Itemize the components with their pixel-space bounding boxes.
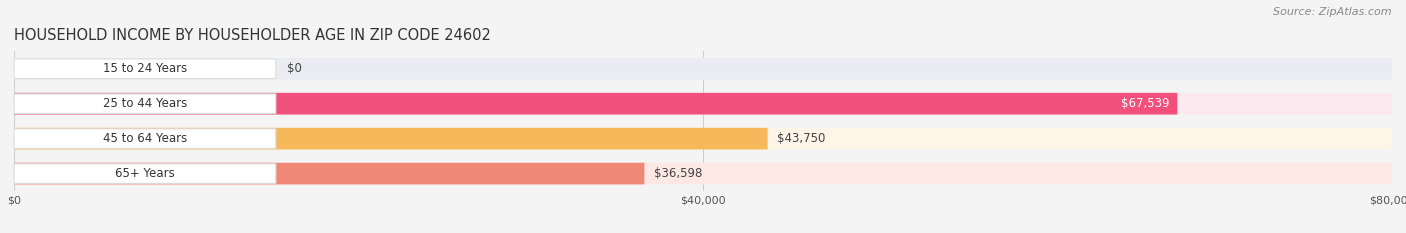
Text: 15 to 24 Years: 15 to 24 Years [103, 62, 187, 75]
Text: 45 to 64 Years: 45 to 64 Years [103, 132, 187, 145]
FancyBboxPatch shape [14, 58, 1392, 80]
Text: $67,539: $67,539 [1121, 97, 1168, 110]
Text: $43,750: $43,750 [778, 132, 825, 145]
FancyBboxPatch shape [14, 163, 1392, 185]
FancyBboxPatch shape [14, 128, 768, 150]
FancyBboxPatch shape [14, 94, 276, 113]
Text: HOUSEHOLD INCOME BY HOUSEHOLDER AGE IN ZIP CODE 24602: HOUSEHOLD INCOME BY HOUSEHOLDER AGE IN Z… [14, 28, 491, 43]
Text: 65+ Years: 65+ Years [115, 167, 174, 180]
Text: $0: $0 [287, 62, 302, 75]
FancyBboxPatch shape [14, 129, 276, 148]
FancyBboxPatch shape [14, 164, 276, 183]
Text: Source: ZipAtlas.com: Source: ZipAtlas.com [1274, 7, 1392, 17]
FancyBboxPatch shape [14, 163, 644, 185]
FancyBboxPatch shape [14, 128, 1392, 150]
FancyBboxPatch shape [14, 93, 1392, 115]
FancyBboxPatch shape [14, 93, 1177, 115]
Text: 25 to 44 Years: 25 to 44 Years [103, 97, 187, 110]
FancyBboxPatch shape [14, 59, 276, 79]
Text: $36,598: $36,598 [654, 167, 703, 180]
